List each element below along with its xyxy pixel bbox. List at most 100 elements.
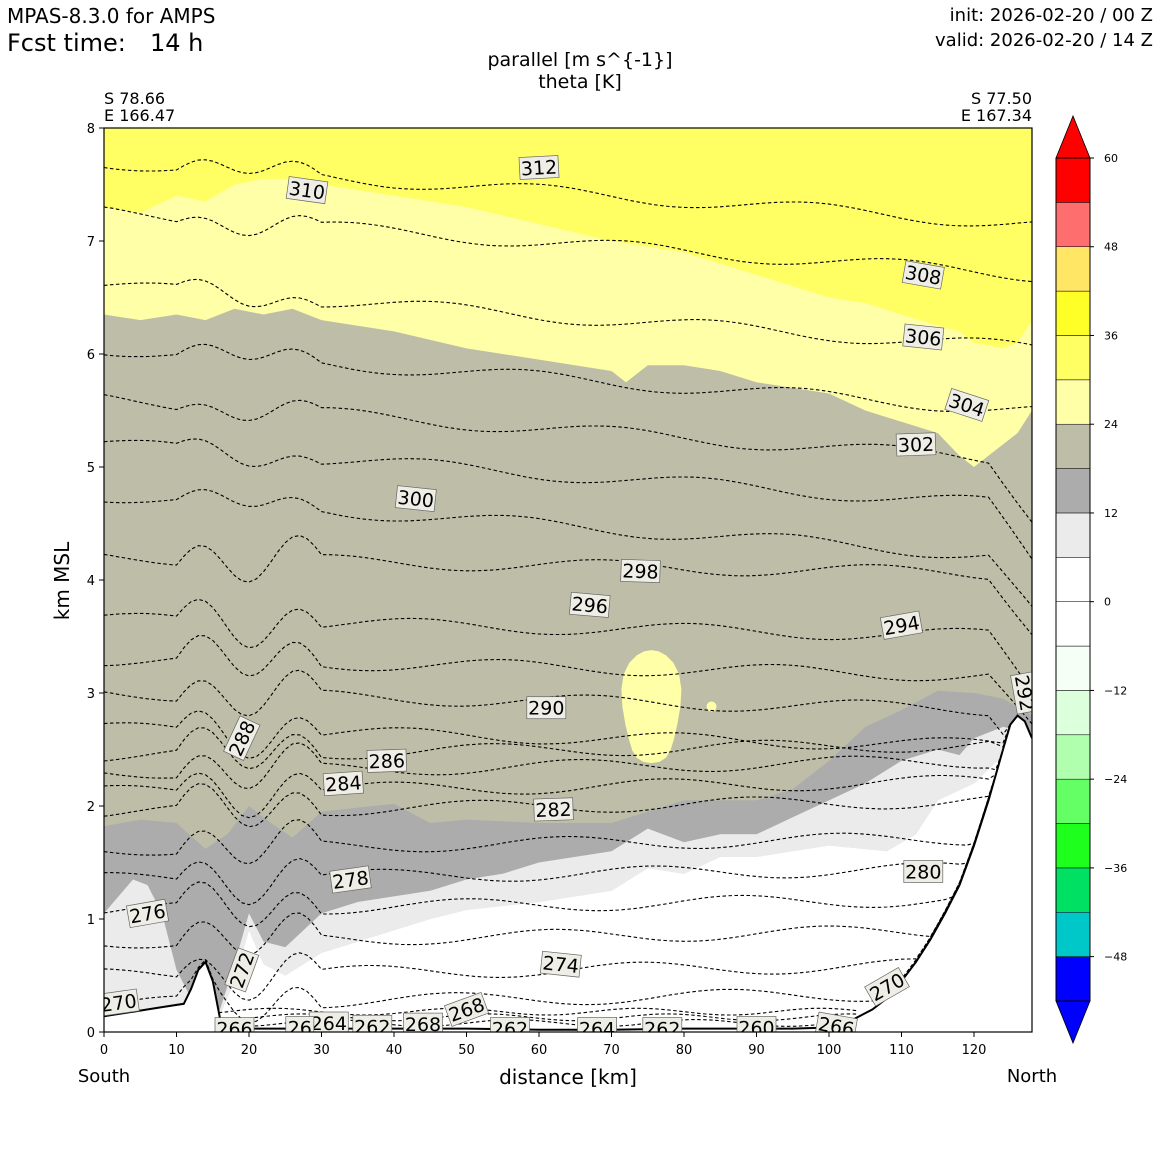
- theta-label-box: [901, 260, 945, 290]
- theta-label-box: [490, 1017, 530, 1032]
- theta-label-group: 26: [285, 1016, 315, 1040]
- y-tick-label: 0: [87, 1026, 95, 1041]
- theta-contour-310: [104, 206, 1032, 283]
- theta-label-box: [533, 797, 574, 822]
- theta-label-box: [518, 155, 560, 180]
- theta-label-group: 306: [902, 323, 945, 351]
- theta-label-group: 280: [903, 860, 944, 884]
- theta-label: 290: [528, 698, 564, 720]
- x-tick-label: 120: [962, 1043, 987, 1058]
- y-tick-label: 3: [87, 687, 95, 702]
- theta-label-box: [539, 950, 582, 978]
- theta-label-group: 310: [285, 176, 329, 205]
- colorbar-tick-label: −12: [1104, 684, 1127, 697]
- y-tick-label: 8: [87, 122, 95, 137]
- theta-label-group: 262: [490, 1017, 530, 1032]
- theta-label-box: [366, 748, 408, 773]
- colorbar-segment: [1055, 423, 1091, 469]
- colorbar-tick-label: 12: [1104, 507, 1118, 520]
- theta-contour-296: [104, 598, 1032, 692]
- theta-label-box: [814, 1011, 858, 1032]
- theta-label: 310: [287, 178, 326, 205]
- colorbar-segment: [1055, 202, 1091, 247]
- x-tick-label: 30: [313, 1043, 330, 1058]
- fill-0-6: [104, 755, 1032, 1032]
- theta-contour-270: [104, 714, 1032, 1023]
- theta-label: 274: [542, 952, 580, 978]
- theta-label-box: [394, 485, 437, 512]
- valid-time: valid: 2026-02-20 / 14 Z: [935, 30, 1153, 51]
- theta-label: 286: [368, 750, 405, 773]
- theta-label-group: 262: [352, 1014, 393, 1032]
- colorbar-tick-label: 24: [1104, 418, 1118, 431]
- y-tick-label: 7: [87, 235, 95, 250]
- theta-label: 262: [644, 1019, 680, 1041]
- theta-label: 264: [579, 1019, 615, 1041]
- x-tick-label: 70: [603, 1043, 620, 1058]
- x-tick-label: 80: [676, 1043, 693, 1058]
- theta-contour-304: [104, 394, 1032, 523]
- theta-label: 266: [216, 1019, 252, 1041]
- theta-label-group: 296: [569, 591, 611, 618]
- theta-contour-292: [104, 669, 1032, 739]
- theta-contour-290: [104, 710, 1032, 759]
- colorbar-tick-label: −24: [1104, 773, 1127, 786]
- theta-label-box: [443, 991, 490, 1027]
- theta-label-group: 260: [736, 1016, 777, 1032]
- colorbar-over-arrow: [1055, 114, 1091, 159]
- theta-label-box: [902, 323, 945, 351]
- theta-label: 264: [311, 1013, 347, 1035]
- theta-label-group: 284: [322, 770, 364, 797]
- theta-label-box: [104, 988, 140, 1017]
- x-tick-label: 90: [748, 1043, 765, 1058]
- theta-label: 266: [816, 1013, 856, 1041]
- theta-label-box: [125, 898, 170, 929]
- x-axis-label: distance [km]: [499, 1065, 637, 1089]
- x-tick-label: 50: [458, 1043, 475, 1058]
- y-tick-label: 4: [87, 574, 95, 589]
- colorbar-segment: [1055, 157, 1091, 203]
- init-time: init: 2026-02-20 / 00 Z: [949, 5, 1153, 26]
- chart-title-line2: theta [K]: [538, 71, 622, 93]
- model-title: MPAS-8.3.0 for AMPS: [7, 4, 216, 28]
- x-tick-label: 110: [889, 1043, 914, 1058]
- theta-label-box: [944, 387, 990, 422]
- colorbar-tick-label: −48: [1104, 951, 1127, 964]
- north-label: North: [1006, 1066, 1058, 1087]
- theta-label: 292: [1010, 673, 1038, 713]
- colorbar-segment: [1055, 867, 1091, 913]
- chart-title-line1: parallel [m s^{-1}]: [487, 49, 673, 71]
- theta-label: 300: [397, 487, 435, 513]
- right-end-lat: S 77.50: [970, 89, 1032, 108]
- colorbar-segment: [1055, 512, 1091, 558]
- theta-contours: [104, 159, 1032, 1027]
- theta-contour-280: [104, 714, 1032, 865]
- theta-label-box: [903, 860, 944, 883]
- theta-label-group: 264: [577, 1017, 617, 1041]
- colorbar-segment: [1055, 912, 1091, 957]
- theta-contour-300: [104, 489, 1032, 607]
- x-tick-label: 0: [100, 1043, 108, 1058]
- theta-label: 26: [288, 1018, 312, 1040]
- theta-label-group: 266: [814, 1011, 858, 1041]
- colorbar-frame: [1055, 157, 1091, 1002]
- colorbar-tick-label: 36: [1104, 329, 1118, 342]
- y-tick-label: 2: [87, 800, 95, 815]
- plot-area: 3123103083063043023002982962942922902882…: [99, 128, 1038, 1041]
- theta-label: 270: [99, 990, 138, 1017]
- x-tick-label: 60: [531, 1043, 548, 1058]
- colorbar-tick-label: 0: [1104, 596, 1111, 609]
- theta-label-group: 268: [403, 1012, 443, 1032]
- theta-label-group: 294: [879, 610, 924, 640]
- theta-label: 306: [904, 325, 942, 351]
- fill-24-30-dot: [706, 701, 717, 712]
- theta-label: 280: [905, 862, 941, 884]
- theta-label: 284: [325, 772, 363, 796]
- theta-label-group: 282: [533, 797, 574, 822]
- colorbar-tick-label: −36: [1104, 862, 1127, 875]
- theta-label-box: [285, 176, 329, 205]
- theta-label-group: 286: [366, 748, 408, 773]
- theta-contour-298: [104, 534, 1032, 636]
- y-tick-label: 1: [87, 913, 95, 928]
